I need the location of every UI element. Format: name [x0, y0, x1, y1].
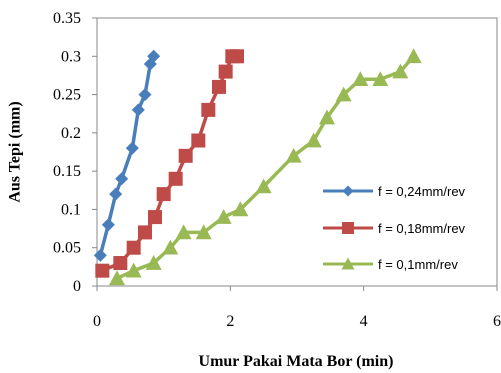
data-point: [138, 225, 152, 240]
data-point: [126, 240, 141, 255]
series-line: [116, 55, 415, 280]
y-tick-label: 0.25: [53, 87, 81, 104]
data-point: [191, 133, 206, 148]
data-point: [232, 201, 249, 217]
data-point: [115, 172, 129, 186]
data-point: [113, 256, 128, 271]
data-point: [319, 109, 335, 125]
data-point: [305, 132, 322, 148]
legend-item: f = 0,1mm/rev: [323, 257, 458, 272]
data-point: [405, 48, 422, 64]
data-point: [175, 224, 192, 240]
y-axis-ticks: 0 0.05 0.1 0.15 0.2 0.25 0.3 0.35: [53, 10, 97, 295]
data-point: [230, 49, 244, 64]
plot-area: [96, 17, 498, 287]
y-tick-label: 0.15: [53, 163, 81, 180]
data-point: [147, 49, 161, 63]
x-tick-label: 6: [493, 313, 501, 330]
data-point: [125, 141, 139, 155]
data-point: [145, 255, 162, 270]
data-point: [352, 71, 369, 87]
series-2: [109, 48, 422, 286]
data-point: [162, 239, 179, 255]
data-point: [125, 262, 142, 278]
series-layer: [93, 48, 422, 286]
legend-marker: [342, 222, 354, 234]
data-point: [335, 86, 352, 102]
x-axis-title: Umur Pakai Mata Bor (min): [199, 353, 394, 370]
y-tick-label: 0: [73, 278, 81, 295]
y-tick-label: 0.2: [61, 125, 81, 142]
data-point: [131, 103, 145, 117]
data-point: [109, 270, 125, 286]
series-1: [95, 49, 244, 278]
data-point: [178, 148, 193, 163]
legend-marker: [341, 257, 355, 270]
data-point: [218, 64, 233, 79]
x-tick-label: 4: [360, 313, 368, 330]
legend-label: f = 0,18mm/rev: [378, 221, 466, 236]
data-point: [215, 209, 232, 224]
legend-marker: [342, 185, 354, 197]
data-point: [195, 224, 212, 240]
data-point: [392, 63, 409, 79]
x-tick-label: 0: [93, 313, 101, 330]
y-tick-label: 0.1: [61, 201, 81, 218]
legend-label: f = 0,24mm/rev: [378, 184, 466, 199]
data-point: [255, 178, 272, 194]
data-point: [101, 218, 115, 232]
legend-label: f = 0,1mm/rev: [378, 257, 458, 272]
data-point: [372, 71, 389, 87]
data-point: [168, 171, 183, 186]
data-point: [93, 248, 107, 262]
y-tick-label: 0.05: [53, 240, 81, 257]
plot-frame: [96, 17, 498, 287]
x-axis-ticks: 0 2 4 6: [93, 286, 501, 330]
data-point: [148, 210, 162, 225]
y-axis-title: Aus Tepi (mm): [7, 101, 24, 202]
data-point: [138, 88, 152, 102]
data-point: [156, 187, 171, 202]
series-0: [93, 49, 161, 262]
data-point: [95, 263, 110, 278]
legend: f = 0,24mm/rev f = 0,18mm/rev f = 0,1mm/re…: [323, 184, 466, 272]
data-point: [109, 187, 123, 201]
x-tick-label: 2: [226, 313, 234, 330]
y-tick-label: 0.3: [61, 48, 81, 65]
legend-item: f = 0,24mm/rev: [323, 184, 466, 199]
data-point: [285, 147, 302, 163]
legend-item: f = 0,18mm/rev: [323, 221, 466, 236]
y-tick-label: 0.35: [53, 10, 81, 27]
data-point: [201, 102, 216, 117]
data-point: [212, 79, 226, 94]
